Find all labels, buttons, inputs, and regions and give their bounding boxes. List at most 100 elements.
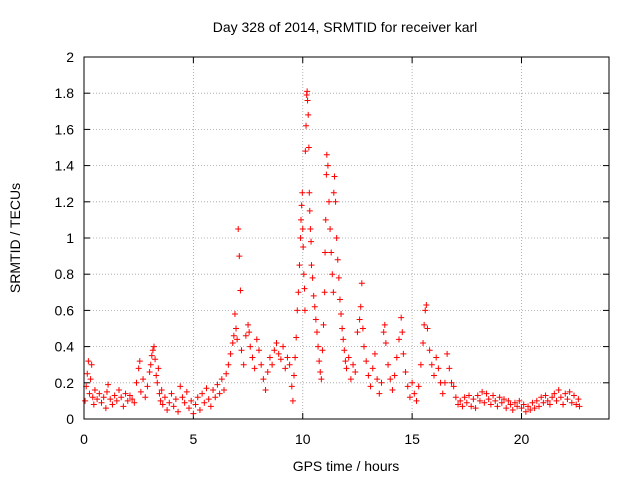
y-tick-label: 1: [66, 230, 74, 246]
x-tick-labels: 0 5 10 15 20: [80, 431, 529, 447]
data-point: [306, 189, 313, 196]
data-point: [284, 354, 291, 361]
data-point: [295, 289, 302, 296]
grid-lines: [84, 57, 609, 419]
data-point: [148, 352, 155, 359]
data-point: [82, 397, 89, 404]
data-point: [411, 390, 418, 397]
data-point: [282, 365, 289, 372]
data-point: [336, 296, 343, 303]
data-point: [288, 383, 295, 390]
data-point: [168, 390, 175, 397]
data-point: [433, 354, 440, 361]
data-point: [181, 399, 188, 406]
data-points: [82, 88, 583, 417]
data-point: [293, 334, 300, 341]
data-point: [382, 339, 389, 346]
data-point: [111, 392, 118, 399]
data-point: [225, 361, 232, 368]
data-point: [311, 303, 318, 310]
data-point: [90, 401, 97, 408]
data-point: [415, 383, 422, 390]
data-point: [511, 399, 518, 406]
data-point: [230, 332, 237, 339]
data-point: [330, 189, 337, 196]
y-tick-label: 2: [66, 49, 74, 65]
data-point: [234, 336, 241, 343]
data-point: [450, 383, 457, 390]
data-point: [546, 401, 553, 408]
data-point: [149, 347, 156, 354]
y-tick-label: 1.4: [55, 158, 75, 174]
data-point: [300, 244, 307, 251]
data-point: [308, 238, 315, 245]
data-point: [236, 253, 243, 260]
data-point: [297, 235, 304, 241]
data-point: [459, 403, 466, 410]
data-point: [320, 321, 327, 328]
data-point: [455, 401, 462, 408]
data-point: [172, 396, 179, 403]
data-point: [333, 235, 340, 241]
data-point: [253, 336, 260, 343]
data-point: [461, 394, 468, 401]
data-point: [120, 403, 127, 410]
data-point: [380, 329, 387, 336]
data-point: [298, 216, 304, 223]
data-point: [409, 379, 416, 386]
y-tick-label: 1.2: [55, 194, 75, 210]
data-point: [575, 396, 582, 403]
data-point: [190, 410, 197, 417]
data-point: [157, 397, 164, 404]
data-point: [326, 198, 332, 205]
data-point: [317, 368, 324, 375]
data-point: [280, 343, 287, 350]
data-point: [367, 383, 374, 390]
data-point: [529, 399, 536, 406]
data-point: [94, 396, 101, 403]
data-point: [98, 399, 105, 406]
data-point: [315, 343, 322, 350]
data-point: [296, 262, 303, 269]
data-point: [214, 381, 221, 388]
data-point: [389, 387, 396, 394]
data-point: [260, 376, 267, 383]
y-tick-label: 1.6: [55, 121, 75, 137]
data-point: [238, 347, 245, 354]
data-point: [520, 401, 527, 408]
data-point: [402, 368, 409, 375]
data-point: [340, 336, 347, 343]
data-point: [385, 361, 392, 368]
data-point: [413, 397, 420, 404]
data-point: [498, 399, 505, 406]
data-point: [466, 392, 472, 399]
data-point: [229, 339, 236, 346]
data-point: [102, 405, 109, 412]
data-point: [332, 198, 339, 205]
data-point: [146, 368, 153, 375]
data-point: [299, 189, 306, 196]
y-tick-label: 0.6: [55, 302, 75, 318]
data-point: [347, 376, 354, 383]
data-point: [331, 173, 338, 180]
data-point: [137, 388, 144, 395]
data-point: [490, 392, 497, 399]
data-point: [291, 372, 297, 379]
data-point: [313, 329, 320, 336]
data-point: [318, 376, 325, 383]
data-point: [387, 376, 394, 383]
data-point: [271, 347, 278, 354]
data-point: [298, 202, 305, 209]
data-point: [310, 292, 317, 299]
data-point: [536, 403, 542, 410]
data-point: [518, 405, 525, 412]
data-point: [308, 262, 315, 269]
data-point: [240, 361, 247, 368]
data-point: [87, 376, 94, 383]
data-point: [420, 339, 427, 346]
data-point: [264, 368, 271, 375]
data-point: [527, 406, 534, 413]
data-point: [400, 350, 407, 357]
data-point: [294, 307, 301, 314]
